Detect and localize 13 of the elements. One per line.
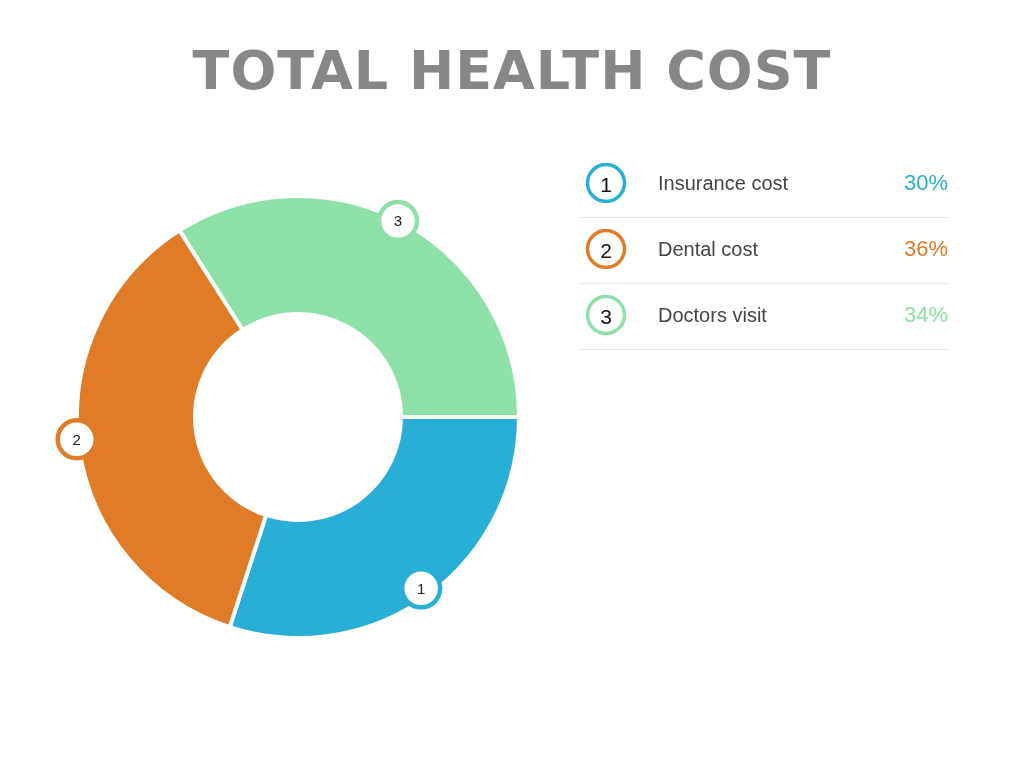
legend-label: Dental cost [658,237,759,261]
data-label: 30% [903,170,948,196]
text: 2 [72,430,81,448]
data-label: 36% [903,236,948,262]
data-label: 34% [903,302,948,328]
text: 1 [600,172,612,195]
legend-label: Doctors visit [658,303,767,327]
text: 2 [600,238,612,261]
legend-label: Insurance cost [658,171,789,195]
text: 3 [600,304,612,327]
text: 1 [416,579,426,597]
chart-title: TOTAL HEALTH COST [191,38,833,104]
text: 3 [393,212,403,230]
